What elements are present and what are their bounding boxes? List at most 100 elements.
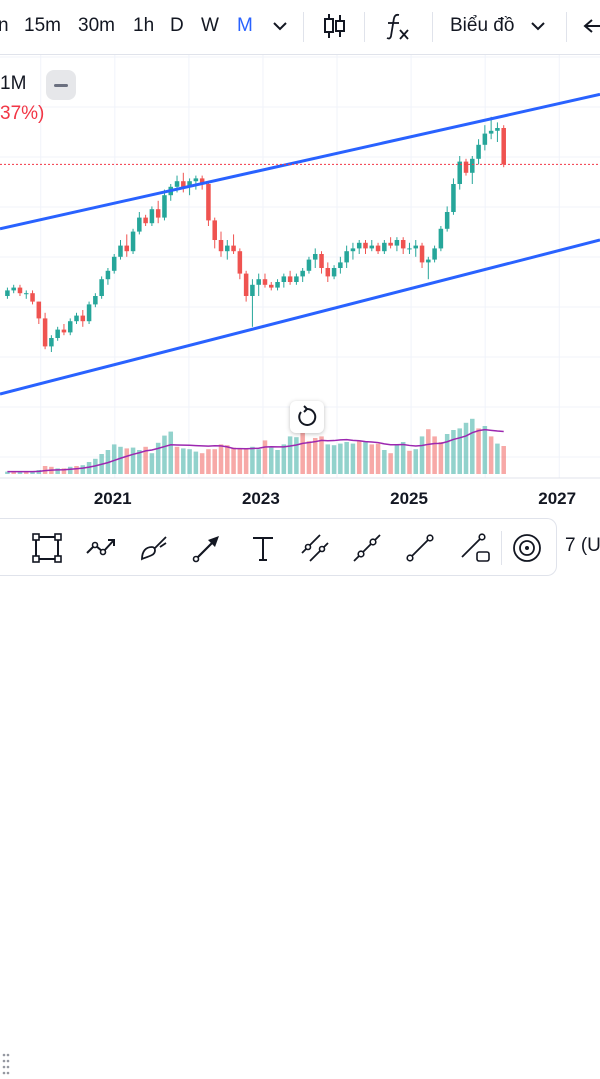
- candle-body: [495, 128, 500, 131]
- toolbar-separator: [566, 12, 567, 42]
- price-chart[interactable]: [0, 55, 600, 517]
- volume-bar: [275, 450, 280, 474]
- volume-bar: [344, 442, 349, 474]
- volume-bars: [5, 418, 506, 474]
- timeframe-daily[interactable]: D: [170, 15, 184, 36]
- x-axis-label-2027: 2027: [538, 489, 577, 508]
- timeframe-30m[interactable]: 30m: [78, 15, 115, 36]
- candle-body: [162, 195, 167, 218]
- volume-bar: [206, 449, 211, 474]
- candle-body: [193, 178, 199, 182]
- brush-icon[interactable]: [138, 531, 172, 565]
- volume-bar: [482, 426, 488, 474]
- candle-body: [11, 287, 16, 291]
- drag-handle-icon[interactable]: [2, 1051, 10, 1079]
- volume-bar: [432, 436, 437, 474]
- chevron-down-icon[interactable]: [268, 10, 292, 42]
- volume-bar: [143, 446, 148, 474]
- timeframe-weekly[interactable]: W: [201, 15, 219, 36]
- arrow-icon[interactable]: [190, 531, 224, 565]
- candle-body: [262, 279, 268, 285]
- undo-icon[interactable]: [580, 10, 600, 42]
- candle-body: [268, 284, 274, 288]
- volume-bar: [86, 462, 92, 474]
- candle-body: [118, 245, 123, 257]
- trend-angle-icon[interactable]: [350, 531, 384, 565]
- candle-body: [250, 284, 255, 296]
- candle-body: [331, 268, 337, 277]
- timeframe-monthly[interactable]: M: [237, 15, 253, 36]
- candlestick-icon[interactable]: [320, 10, 348, 42]
- rectangle-icon[interactable]: [30, 531, 64, 565]
- volume-bar: [199, 453, 205, 474]
- volume-bar: [501, 446, 506, 474]
- parallel-channel-icon[interactable]: [298, 531, 332, 565]
- candle-body: [488, 130, 494, 134]
- timezone-label[interactable]: 7 (UT: [565, 535, 600, 556]
- volume-bar: [124, 448, 130, 474]
- chart-type-dropdown[interactable]: Biểu đồ: [450, 15, 515, 36]
- candle-body: [143, 217, 148, 224]
- timeframe-15m[interactable]: 15m: [24, 15, 61, 36]
- candle-body: [231, 245, 236, 252]
- toolbar-separator: [303, 12, 304, 42]
- volume-bar: [369, 444, 375, 474]
- volume-bar: [187, 449, 192, 474]
- volume-bar: [231, 447, 236, 474]
- volume-bar: [137, 450, 142, 474]
- candle-body: [149, 209, 155, 224]
- candle-body: [243, 273, 249, 296]
- volume-bar: [407, 450, 412, 474]
- candle-body: [356, 242, 362, 249]
- candle-body: [93, 296, 98, 305]
- target-icon[interactable]: [510, 531, 544, 565]
- measure-icon[interactable]: [458, 531, 492, 565]
- volume-bar: [262, 440, 268, 474]
- timeframe-1h[interactable]: 1h: [133, 15, 155, 36]
- candle-body: [400, 240, 406, 249]
- function-icon[interactable]: [382, 10, 412, 42]
- candlesticks: [5, 116, 506, 352]
- channel-upper-line: [0, 92, 600, 231]
- candle-body: [369, 245, 375, 249]
- candle-body: [105, 270, 111, 280]
- candle-body: [306, 259, 312, 271]
- collapse-legend-button[interactable]: [46, 70, 76, 100]
- candle-body: [319, 254, 324, 268]
- volume-bar: [281, 444, 287, 474]
- candle-body: [476, 144, 481, 159]
- path-icon[interactable]: [84, 531, 118, 565]
- volume-bar: [294, 437, 299, 474]
- candle-body: [350, 248, 356, 252]
- candle-body: [394, 240, 400, 246]
- candle-body: [99, 279, 104, 296]
- volume-bar: [413, 449, 419, 474]
- reset-chart-button[interactable]: [290, 401, 324, 433]
- volume-bar: [17, 471, 23, 474]
- candle-body: [413, 245, 419, 249]
- candle-body: [86, 304, 92, 322]
- volume-bar: [457, 428, 462, 474]
- timeframe-5m[interactable]: n: [0, 15, 9, 36]
- volume-bar: [388, 453, 393, 474]
- candle-body: [287, 276, 293, 282]
- toolbar-separator: [432, 12, 433, 42]
- candle-body: [67, 321, 73, 333]
- volume-bar: [243, 449, 249, 474]
- candle-body: [344, 251, 349, 263]
- candle-body: [375, 245, 381, 252]
- volume-bar: [256, 449, 261, 474]
- volume-bar: [300, 432, 305, 474]
- candle-body: [363, 242, 368, 249]
- volume-bar: [30, 471, 35, 474]
- candle-body: [225, 245, 230, 252]
- candle-body: [444, 212, 450, 229]
- candle-body: [181, 181, 186, 187]
- volume-bar: [225, 445, 230, 474]
- candle-body: [300, 270, 305, 277]
- text-icon[interactable]: [246, 531, 280, 565]
- volume-bar: [287, 436, 293, 474]
- chevron-down-icon[interactable]: [526, 10, 550, 42]
- volume-bar: [74, 466, 79, 474]
- line-icon[interactable]: [403, 531, 437, 565]
